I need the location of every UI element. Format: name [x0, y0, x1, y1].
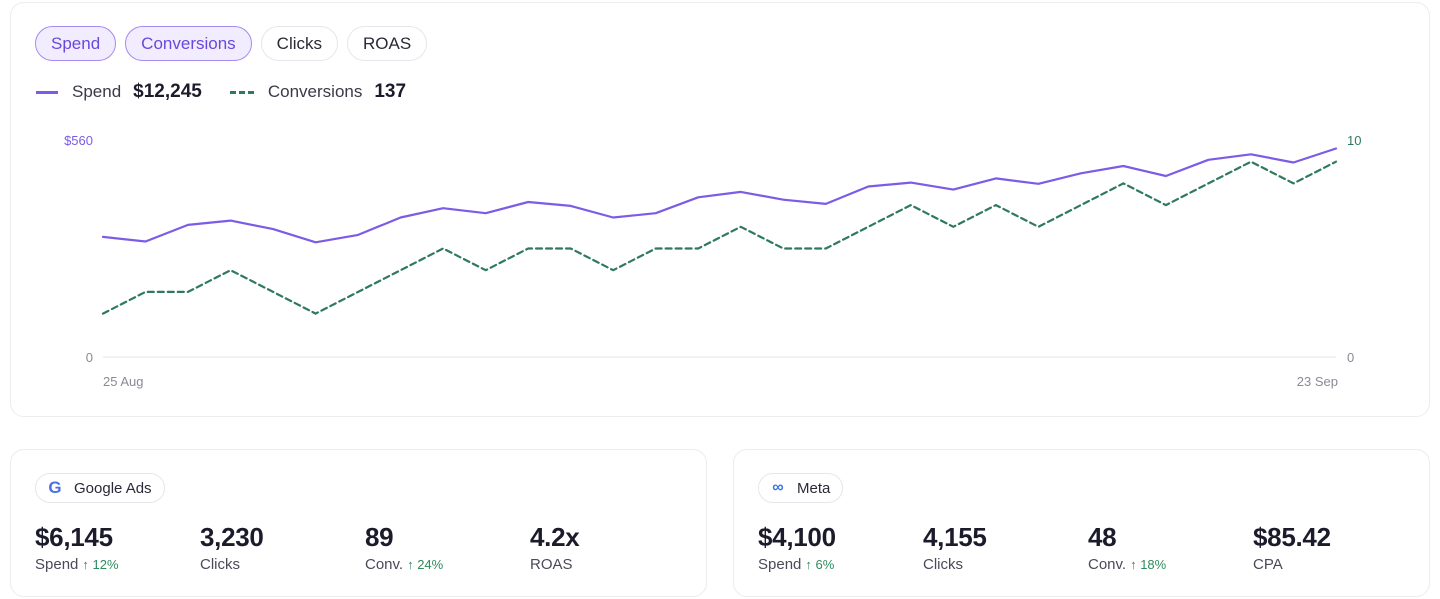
meta-conv-stat: 48 Conv. ↑ 18%	[1088, 522, 1166, 573]
spend-series-line	[101, 147, 1338, 244]
google-spend-change: ↑ 12%	[82, 557, 119, 572]
meta-cpa-value: $85.42	[1253, 522, 1331, 552]
tab-clicks[interactable]: Clicks	[260, 26, 339, 61]
legend-spend-label: Spend	[72, 82, 122, 101]
conversions-line-swatch	[229, 90, 254, 94]
legend-item-conversions: Conversions 137	[229, 81, 407, 103]
google-clicks-value: 3,230	[200, 522, 264, 552]
google-clicks-label: Clicks	[200, 556, 240, 573]
meta-conv-label: Conv.	[1088, 556, 1127, 573]
google-ads-badge: G Google Ads	[35, 473, 165, 503]
google-spend-value: $6,145	[35, 522, 113, 552]
tab-spend[interactable]: Spend	[35, 26, 117, 61]
y-left-tick-max: $560	[64, 133, 93, 148]
meta-conv-change: ↑ 18%	[1130, 557, 1167, 572]
chart-legend: Spend $12,245 Conversions 137	[36, 81, 434, 103]
google-conv-value: 89	[365, 522, 394, 552]
spend-line-swatch	[36, 90, 58, 94]
x-tick-end: 23 Sep	[1297, 374, 1338, 389]
google-conv-label: Conv.	[365, 556, 404, 573]
meta-spend-stat: $4,100 Spend ↑ 6%	[758, 522, 836, 573]
google-conv-stat: 89 Conv. ↑ 24%	[365, 522, 443, 573]
meta-spend-value: $4,100	[758, 522, 836, 552]
x-tick-start: 25 Aug	[103, 374, 144, 389]
google-roas-value: 4.2x	[530, 522, 580, 552]
google-roas-stat: 4.2x ROAS	[530, 522, 580, 573]
tab-conversions[interactable]: Conversions	[125, 26, 252, 61]
meta-badge: ∞ Meta	[758, 473, 844, 503]
meta-clicks-value: 4,155	[923, 522, 987, 552]
y-right-tick-max: 10	[1347, 133, 1361, 148]
google-clicks-stat: 3,230 Clicks	[200, 522, 264, 573]
legend-item-spend: Spend $12,245	[36, 81, 202, 103]
google-spend-stat: $6,145 Spend ↑ 12%	[35, 522, 119, 573]
google-roas-label: ROAS	[530, 556, 573, 573]
google-ads-card: G Google Ads $6,145 Spend ↑ 12% 3,230 Cli…	[10, 449, 707, 597]
google-ads-source-label: Google Ads	[74, 479, 152, 497]
meta-cpa-stat: $85.42 CPA	[1253, 522, 1331, 573]
google-spend-label: Spend	[35, 556, 79, 573]
line-chart: $560 0 10 0 25 Aug 23 Sep	[64, 133, 1361, 389]
meta-clicks-label: Clicks	[923, 556, 963, 573]
legend-conversions-value: 137	[374, 81, 407, 102]
meta-icon: ∞	[772, 479, 784, 496]
meta-source-label: Meta	[797, 479, 831, 497]
legend-spend-value: $12,245	[133, 81, 202, 102]
google-conv-change: ↑ 24%	[407, 557, 444, 572]
tab-roas[interactable]: ROAS	[347, 26, 428, 61]
meta-clicks-stat: 4,155 Clicks	[923, 522, 987, 573]
meta-spend-label: Spend	[758, 556, 802, 573]
performance-chart-card: Spend Conversions Clicks ROAS Spend $12,…	[10, 2, 1430, 417]
legend-conversions-label: Conversions	[267, 82, 363, 101]
meta-conv-value: 48	[1088, 522, 1117, 552]
y-left-tick-min: 0	[86, 350, 93, 365]
meta-card: ∞ Meta $4,100 Spend ↑ 6% 4,155 Clicks 48 …	[733, 449, 1430, 597]
meta-cpa-label: CPA	[1253, 556, 1283, 573]
conversions-series-line	[101, 160, 1338, 315]
y-right-tick-min: 0	[1347, 350, 1354, 365]
meta-spend-change: ↑ 6%	[805, 557, 835, 572]
metric-tabs: Spend Conversions Clicks ROAS	[35, 26, 428, 61]
google-icon: G	[48, 478, 62, 497]
